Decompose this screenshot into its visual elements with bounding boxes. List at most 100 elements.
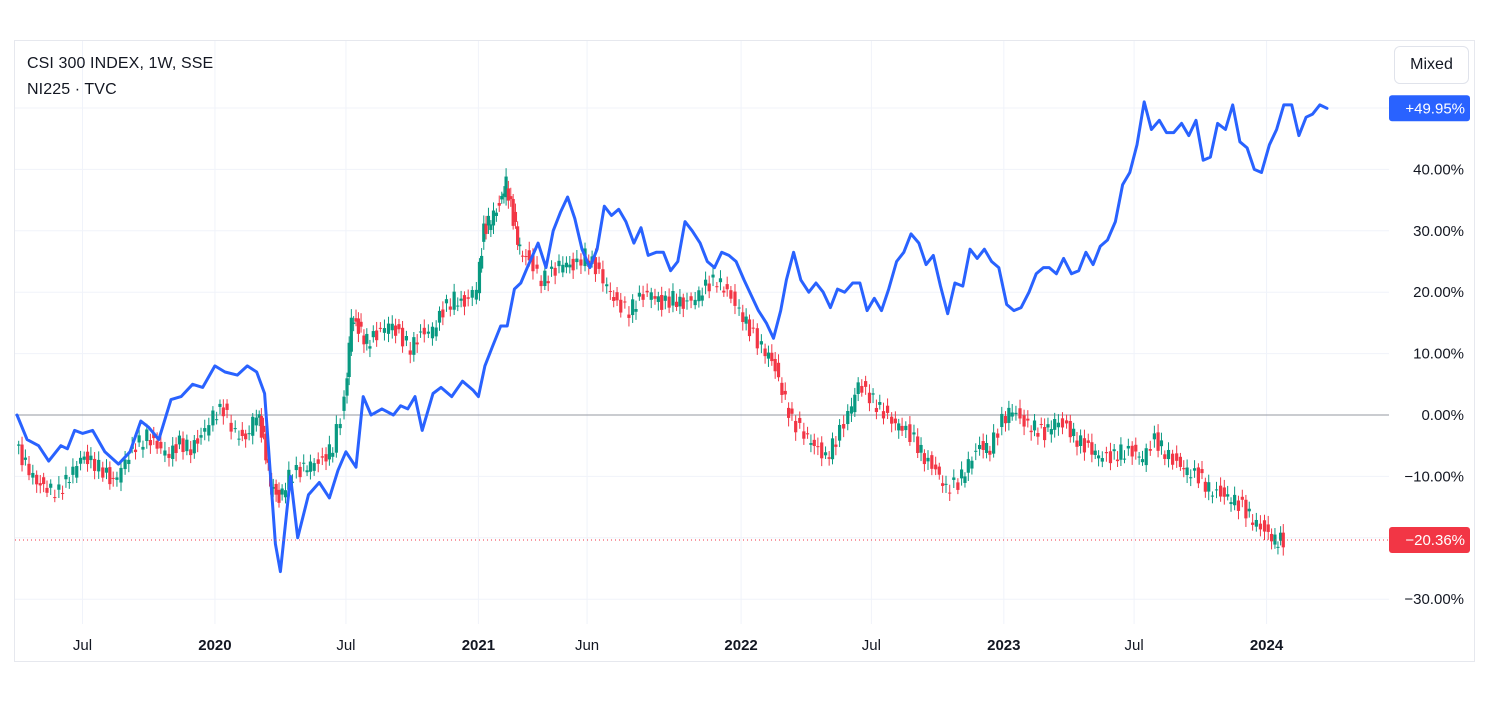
candle-body (1189, 477, 1193, 479)
candle-body (1144, 448, 1148, 466)
candle-body (1166, 449, 1171, 460)
candle-body (674, 301, 679, 308)
candle-body (890, 416, 894, 424)
candle-body (518, 244, 522, 247)
candle-body (1273, 534, 1277, 545)
candle-body (597, 262, 601, 269)
y-axis-tick-label: 0.00% (1421, 407, 1464, 424)
candle-body (470, 290, 474, 298)
candle-body (1222, 487, 1226, 497)
candle-body (564, 262, 569, 268)
candle-body (412, 337, 416, 355)
candle-body (992, 432, 996, 454)
candle-body (133, 449, 138, 453)
chart-pane[interactable] (14, 40, 1475, 662)
y-axis-tick-label: 10.00% (1413, 346, 1464, 363)
candle-body (645, 290, 649, 293)
candle-body (308, 461, 313, 472)
candle-body (365, 333, 369, 344)
candle-body (159, 441, 163, 449)
candle-body (693, 299, 697, 306)
candle-body (1046, 424, 1050, 428)
candle-body (31, 472, 35, 478)
candle-body (737, 307, 741, 309)
candle-body (312, 463, 316, 471)
candle-body (229, 422, 233, 432)
candle-body (561, 264, 565, 273)
last-value-label: +49.95% (1405, 100, 1465, 117)
main-symbol-legend[interactable]: CSI 300 INDEX, 1W, SSE (27, 55, 214, 72)
candle-body (506, 188, 510, 201)
candle-body (1010, 412, 1014, 417)
candle-body (1029, 430, 1033, 433)
candle-body (497, 202, 501, 206)
candle-body (601, 269, 605, 284)
last-value-badge (1389, 527, 1470, 554)
candle-body (1060, 418, 1065, 428)
candle-body (422, 327, 426, 335)
candle-body (1007, 407, 1011, 423)
candle-body (944, 483, 948, 485)
candle-body (1053, 419, 1057, 430)
candle-body (298, 466, 302, 478)
candle-body (338, 423, 342, 429)
candle-body (930, 455, 934, 469)
candle-body (1236, 500, 1241, 511)
candle-body (60, 492, 65, 494)
x-axis-tick-label: Jul (336, 637, 355, 654)
candle-body (345, 378, 349, 396)
candle-body (860, 385, 864, 393)
candle-body (539, 280, 543, 287)
x-axis-tick-label: 2023 (987, 637, 1020, 654)
candle-body (546, 281, 550, 284)
last-value-badge (1389, 95, 1470, 122)
candle-body (981, 441, 985, 450)
candle-body (988, 450, 992, 455)
candle-body (1049, 428, 1053, 435)
x-axis-tick-label: 2022 (724, 637, 757, 654)
candle-body (1115, 459, 1120, 462)
compare-symbol-legend[interactable]: NI225 · TVC (27, 81, 117, 98)
candle-body (397, 324, 401, 330)
candle-body (137, 435, 141, 443)
candle-body (244, 433, 248, 440)
candle-body (1182, 468, 1186, 470)
candle-body (956, 482, 960, 490)
candle-body (722, 290, 726, 293)
candle-body (783, 390, 787, 395)
candle-body (922, 453, 927, 465)
candle-body (141, 446, 145, 450)
candle-body (215, 419, 219, 421)
candle-body (240, 429, 244, 437)
candle-body (145, 429, 149, 442)
mixed-mode-button[interactable]: Mixed (1394, 46, 1469, 84)
candle-body (766, 352, 771, 359)
candle-body (27, 463, 31, 476)
candle-body (919, 444, 923, 453)
candle-body (448, 306, 452, 310)
candle-body (64, 474, 68, 480)
candle-body (1104, 452, 1108, 454)
candle-body (1137, 456, 1141, 458)
candle-body (78, 457, 83, 464)
candle-body (1112, 449, 1116, 452)
candle-body (948, 492, 952, 494)
y-axis-tick-label: 30.00% (1413, 223, 1464, 240)
candle-body (1192, 468, 1197, 471)
candle-body (437, 310, 442, 323)
candle-body (1064, 420, 1069, 424)
candle-body (491, 210, 496, 226)
candle-body (904, 425, 908, 431)
candle-body (853, 394, 857, 413)
candle-body (1022, 415, 1026, 427)
candle-body (280, 488, 284, 495)
candle-body (489, 224, 493, 230)
candle-body (203, 428, 207, 432)
candle-body (42, 477, 46, 485)
candle-body (1140, 459, 1145, 463)
candle-body (649, 292, 653, 300)
candle-body (354, 318, 358, 322)
candle-body (615, 292, 619, 301)
candle-body (1056, 422, 1061, 428)
